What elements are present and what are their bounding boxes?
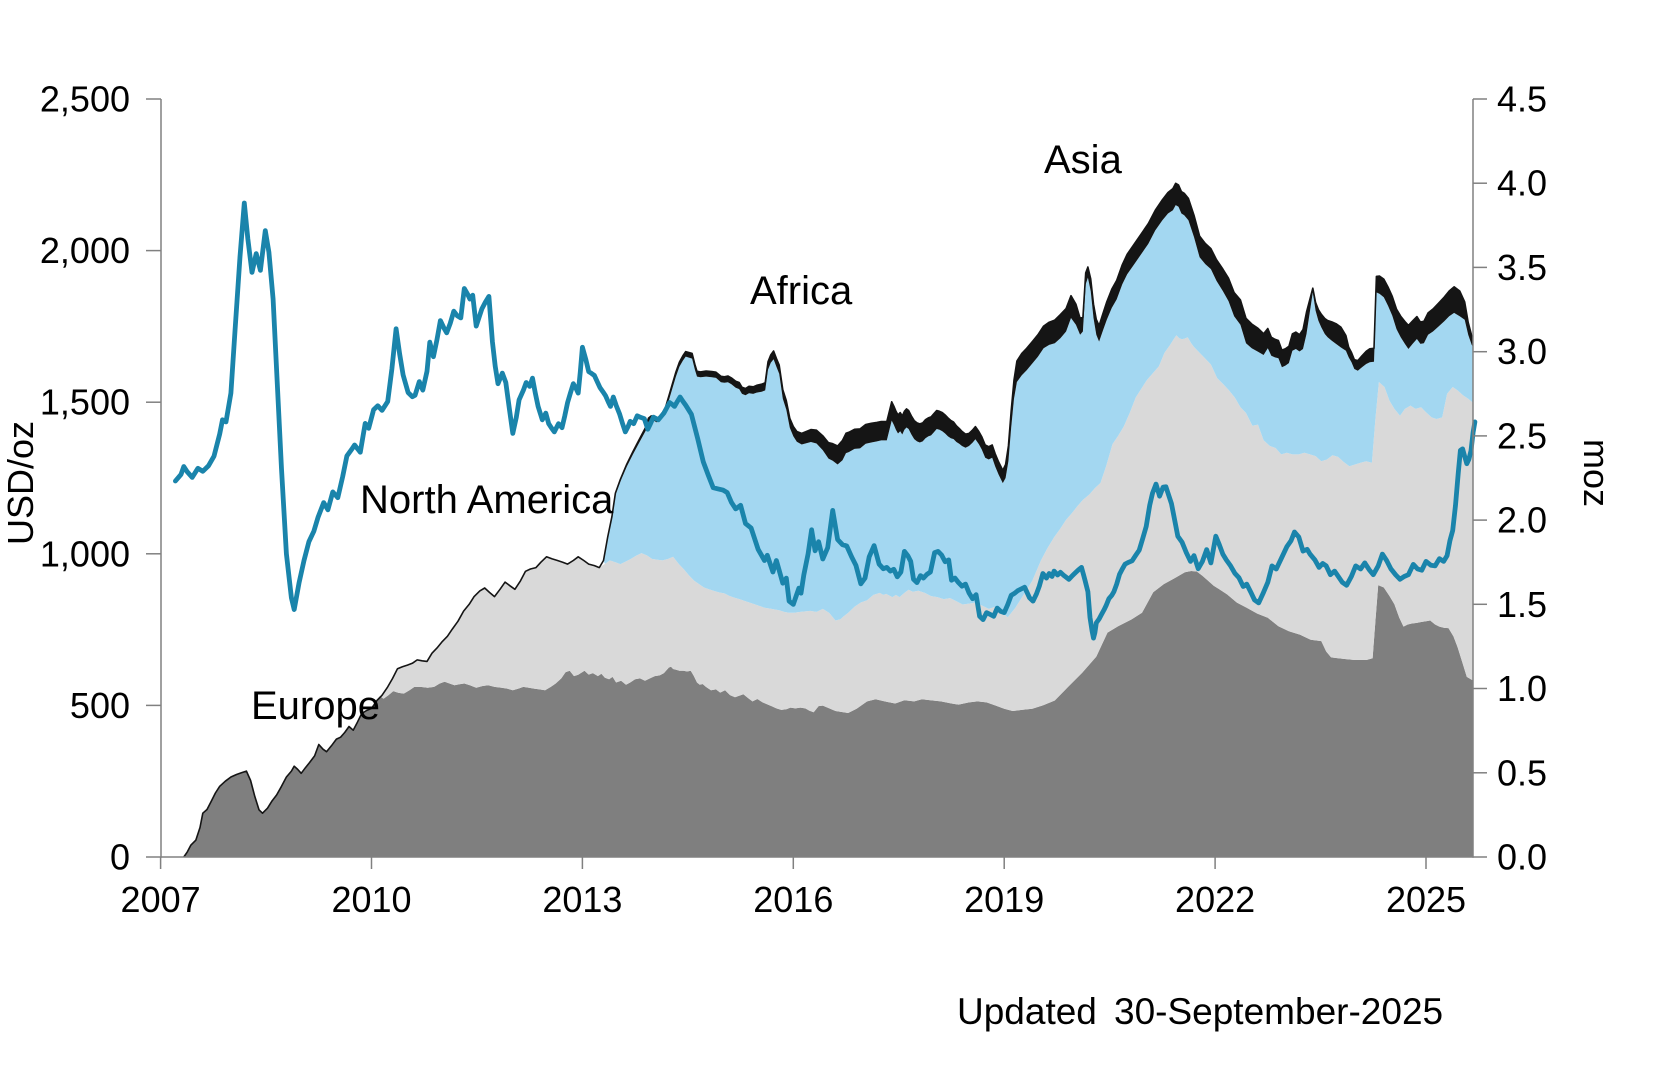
svg-text:USD/oz: USD/oz: [0, 421, 41, 545]
svg-text:2022: 2022: [1175, 879, 1255, 920]
svg-text:500: 500: [70, 685, 130, 726]
svg-text:2,500: 2,500: [40, 79, 130, 120]
svg-text:0.5: 0.5: [1497, 752, 1547, 793]
svg-text:2.5: 2.5: [1497, 415, 1547, 456]
svg-text:3.0: 3.0: [1497, 331, 1547, 372]
svg-text:0.0: 0.0: [1497, 837, 1547, 878]
svg-text:1,000: 1,000: [40, 533, 130, 574]
svg-text:Europe: Europe: [251, 684, 380, 728]
svg-text:2010: 2010: [331, 879, 411, 920]
svg-text:1,500: 1,500: [40, 382, 130, 423]
svg-text:2025: 2025: [1386, 879, 1466, 920]
svg-text:2007: 2007: [121, 879, 201, 920]
svg-text:30-September-2025: 30-September-2025: [1114, 991, 1443, 1032]
svg-text:4.0: 4.0: [1497, 163, 1547, 204]
svg-text:2013: 2013: [542, 879, 622, 920]
svg-text:4.5: 4.5: [1497, 79, 1547, 120]
svg-text:2016: 2016: [753, 879, 833, 920]
svg-text:0: 0: [110, 837, 130, 878]
svg-text:2019: 2019: [964, 879, 1044, 920]
svg-text:Africa: Africa: [750, 269, 853, 313]
svg-text:Updated: Updated: [957, 991, 1097, 1032]
svg-text:2,000: 2,000: [40, 230, 130, 271]
svg-text:North America: North America: [360, 478, 614, 522]
svg-text:1.5: 1.5: [1497, 584, 1547, 625]
svg-text:Asia: Asia: [1044, 138, 1123, 182]
svg-text:moz: moz: [1576, 439, 1617, 507]
svg-text:1.0: 1.0: [1497, 668, 1547, 709]
svg-text:3.5: 3.5: [1497, 247, 1547, 288]
svg-text:2.0: 2.0: [1497, 500, 1547, 541]
